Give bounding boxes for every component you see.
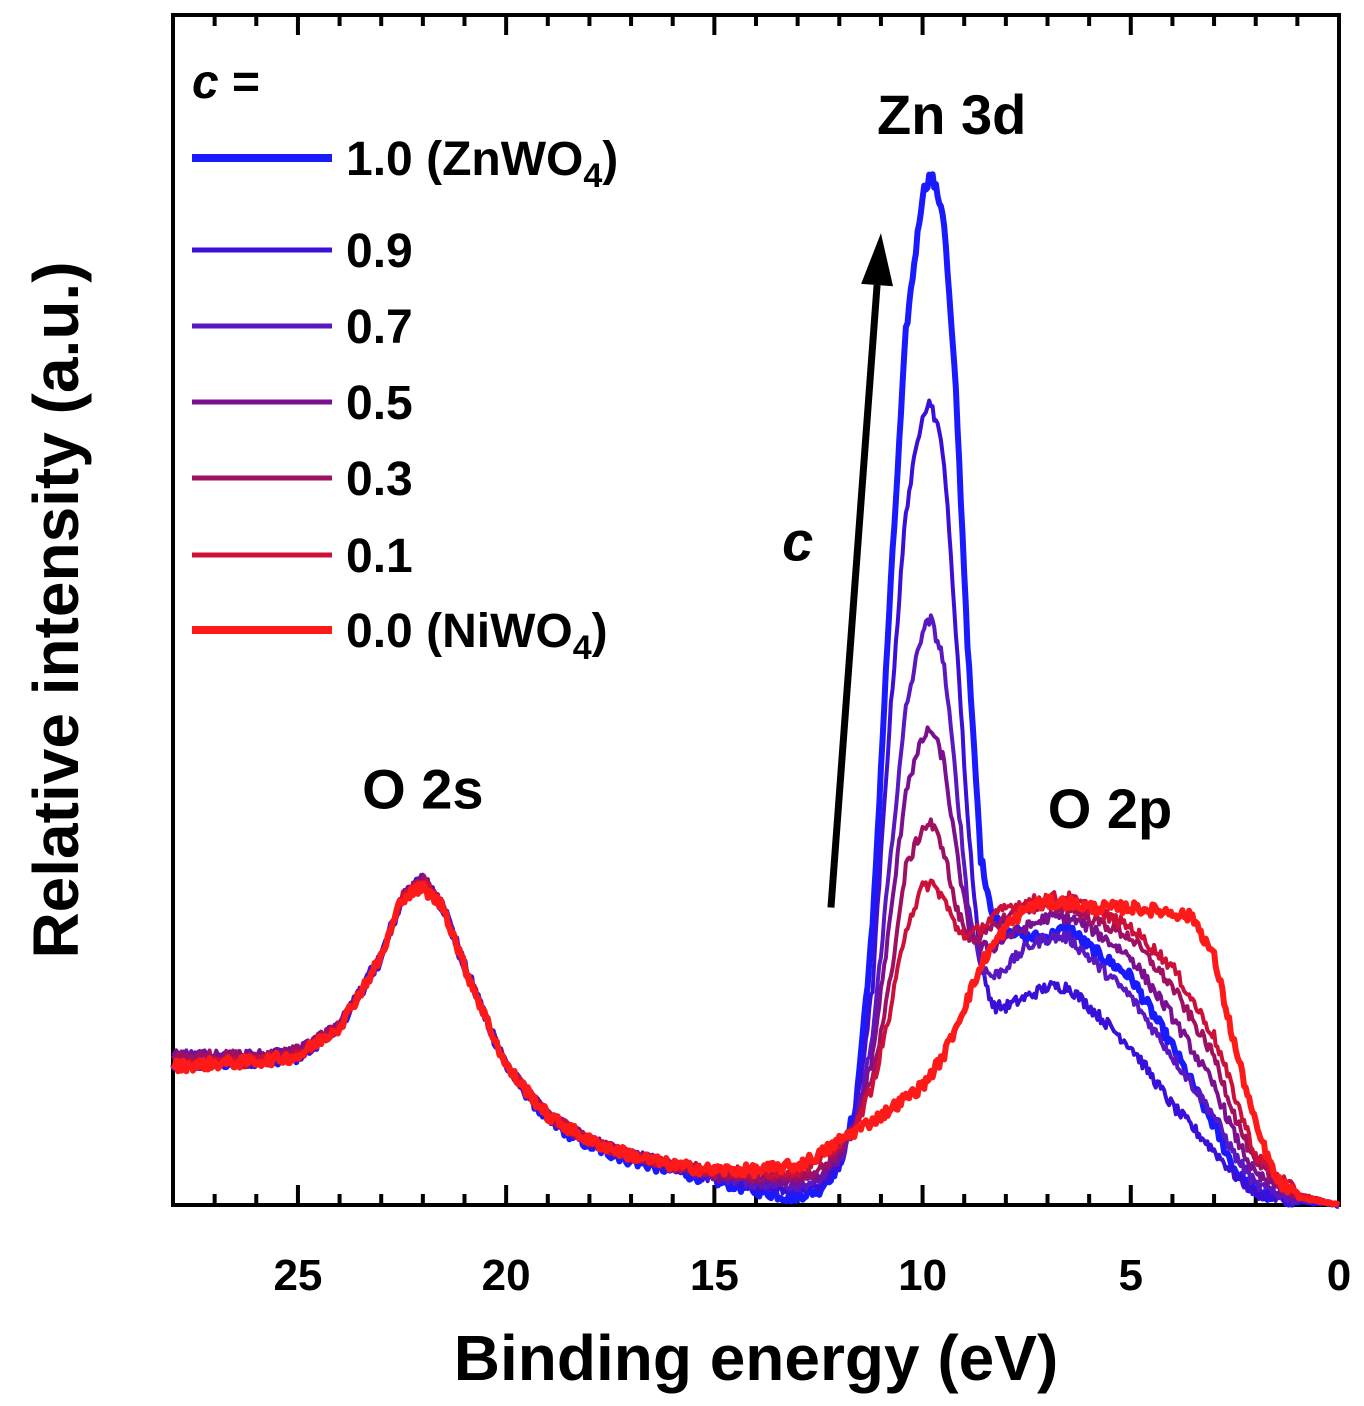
x-tick-label: 15	[690, 1251, 739, 1300]
legend-label-0.7: 0.7	[346, 301, 413, 354]
annotations: Zn 3d O 2s O 2p c	[362, 83, 1172, 908]
legend-label-0.1: 0.1	[346, 530, 413, 583]
annotation-zn-3d: Zn 3d	[877, 83, 1026, 146]
series-line-0.1	[171, 878, 1341, 1207]
legend-label-0.3: 0.3	[346, 453, 413, 506]
legend-label-0.0: 0.0 (NiWO4)	[346, 605, 608, 667]
x-tick-label: 10	[898, 1251, 947, 1300]
legend-paren-close: )	[592, 605, 608, 658]
legend-value: 0.9	[346, 225, 413, 278]
legend-paren-close: )	[602, 133, 618, 186]
legend-paren-open: (	[413, 605, 442, 658]
legend-value: 0.0	[346, 605, 413, 658]
legend-label-0.5: 0.5	[346, 377, 413, 430]
x-tick-labels: 25 20 15 10 5 0	[273, 1251, 1351, 1300]
legend-formula: ZnWO	[442, 133, 583, 186]
x-tick-label: 25	[273, 1251, 322, 1300]
annotation-o-2p: O 2p	[1048, 777, 1172, 840]
legend-value: 0.3	[346, 453, 413, 506]
legend-value: 1.0	[346, 133, 413, 186]
legend-label-0.9: 0.9	[346, 225, 413, 278]
series-curves	[170, 171, 1341, 1209]
legend-value: 0.5	[346, 377, 413, 430]
legend-label-1.0: 1.0 (ZnWO4)	[346, 133, 618, 195]
legend-subscript: 4	[573, 629, 592, 667]
increase-arrow-line	[827, 284, 881, 908]
x-tick-label: 5	[1119, 1251, 1143, 1300]
increase-arrow-head	[861, 233, 894, 287]
legend-value: 0.7	[346, 301, 413, 354]
series-line-0.0	[170, 880, 1341, 1208]
axis-ticks	[171, 15, 1341, 1205]
legend-value: 0.1	[346, 530, 413, 583]
legend-formula: NiWO	[442, 605, 573, 658]
legend-title: c =	[192, 56, 260, 109]
annotation-c: c	[782, 509, 813, 572]
x-tick-label: 20	[482, 1251, 531, 1300]
legend: c = 1.0 (ZnWO4)0.90.70.50.30.10.0 (NiWO4…	[192, 56, 618, 667]
y-axis-label: Relative intensity (a.u.)	[20, 261, 92, 958]
legend-subscript: 4	[583, 157, 602, 195]
legend-paren-open: (	[413, 133, 442, 186]
annotation-o-2s: O 2s	[362, 757, 483, 820]
legend-title-rest: =	[219, 56, 260, 109]
x-axis-label: Binding energy (eV)	[454, 1322, 1059, 1394]
legend-title-italic: c	[192, 56, 219, 109]
x-tick-label: 0	[1327, 1251, 1351, 1300]
